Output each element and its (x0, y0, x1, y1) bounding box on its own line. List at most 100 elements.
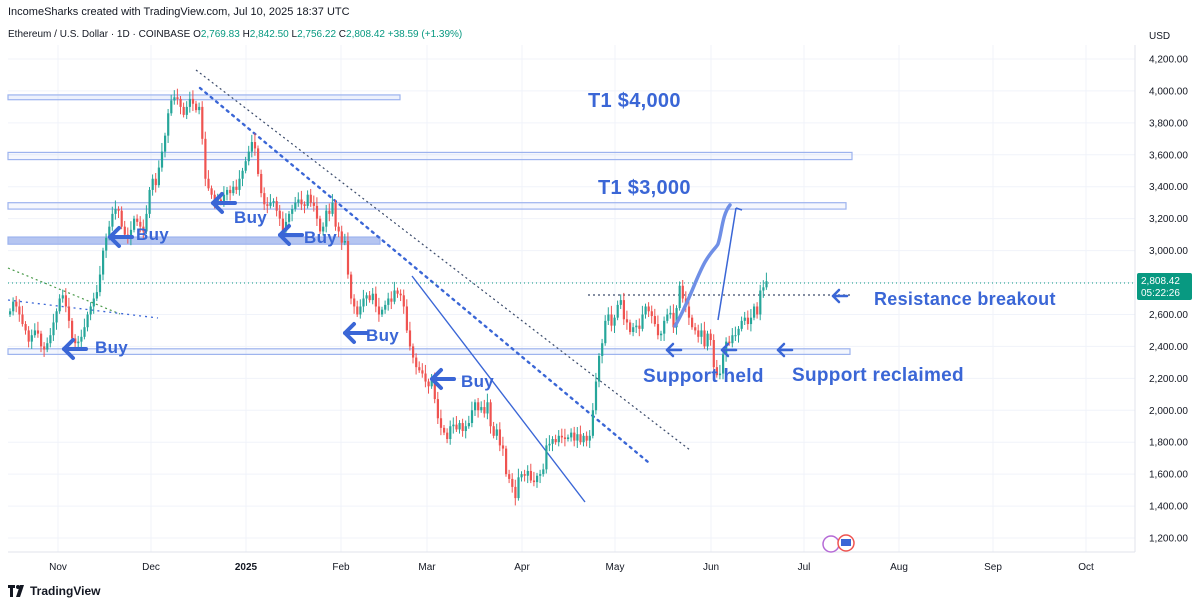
candle[interactable] (297, 192, 300, 207)
candle[interactable] (505, 445, 508, 477)
candle[interactable] (353, 294, 356, 314)
candle[interactable] (604, 315, 607, 346)
buy-arrow-mar[interactable] (430, 368, 456, 390)
candle[interactable] (157, 160, 160, 188)
candle[interactable] (712, 334, 715, 375)
candle[interactable] (244, 156, 247, 174)
candle[interactable] (508, 469, 511, 484)
candle[interactable] (722, 351, 725, 380)
candle[interactable] (498, 422, 501, 452)
candle[interactable] (40, 330, 43, 353)
candle[interactable] (49, 328, 52, 348)
candle[interactable] (46, 337, 49, 353)
candle[interactable] (343, 233, 346, 246)
candle[interactable] (154, 173, 157, 193)
candle[interactable] (30, 329, 33, 349)
candle[interactable] (12, 297, 15, 316)
candle[interactable] (452, 417, 455, 434)
candle[interactable] (170, 94, 173, 116)
candle[interactable] (173, 90, 176, 105)
candle[interactable] (133, 215, 136, 233)
candle[interactable] (443, 424, 446, 436)
candle[interactable] (638, 318, 641, 337)
candle[interactable] (145, 205, 148, 234)
candle[interactable] (191, 90, 195, 112)
candle[interactable] (210, 185, 213, 199)
candle[interactable] (703, 321, 706, 349)
candle[interactable] (204, 131, 207, 187)
candle[interactable] (238, 170, 241, 196)
candle[interactable] (272, 198, 275, 207)
candle[interactable] (269, 194, 272, 209)
candle[interactable] (390, 291, 393, 310)
support-arrow-1[interactable] (665, 342, 683, 358)
candle[interactable] (356, 300, 359, 318)
candle[interactable] (359, 299, 362, 319)
candle[interactable] (427, 378, 430, 394)
candle[interactable] (567, 434, 570, 442)
candle[interactable] (368, 290, 371, 303)
candle[interactable] (514, 479, 517, 506)
candle[interactable] (89, 302, 92, 321)
candle[interactable] (694, 322, 697, 335)
candle[interactable] (545, 438, 548, 474)
candle[interactable] (470, 401, 474, 428)
event-icon-crypto[interactable] (822, 535, 840, 553)
candle[interactable] (536, 472, 539, 488)
candle[interactable] (449, 420, 452, 445)
candle[interactable] (247, 145, 250, 166)
candle[interactable] (334, 199, 337, 231)
candle[interactable] (278, 204, 281, 227)
trendline-inner[interactable] (198, 86, 650, 464)
candle[interactable] (529, 463, 532, 484)
candle[interactable] (139, 216, 142, 233)
candle[interactable] (585, 431, 588, 447)
candle[interactable] (21, 305, 24, 327)
candle[interactable] (64, 288, 67, 313)
candle[interactable] (74, 334, 77, 348)
zone-4000[interactable] (7, 94, 401, 101)
candle[interactable] (697, 324, 700, 343)
candle[interactable] (77, 335, 80, 349)
candle[interactable] (464, 420, 467, 439)
candle[interactable] (83, 318, 86, 340)
candle[interactable] (33, 323, 36, 338)
buy-arrow-jan[interactable] (278, 224, 304, 246)
candle[interactable] (27, 326, 30, 348)
candle[interactable] (591, 403, 594, 439)
candle[interactable] (365, 292, 368, 306)
candle[interactable] (619, 294, 622, 310)
candle[interactable] (691, 314, 694, 330)
candle[interactable] (480, 401, 483, 413)
candle[interactable] (114, 200, 117, 220)
candle[interactable] (136, 214, 139, 227)
candle[interactable] (387, 292, 390, 311)
candle[interactable] (576, 427, 579, 448)
candle[interactable] (148, 187, 151, 219)
candle[interactable] (275, 196, 278, 217)
candle[interactable] (226, 187, 229, 201)
candle[interactable] (700, 323, 703, 345)
candle[interactable] (266, 197, 269, 214)
candle[interactable] (235, 179, 238, 195)
candle[interactable] (43, 342, 46, 357)
candle[interactable] (594, 372, 598, 415)
symbol-name[interactable]: Ethereum / U.S. Dollar · 1D · COINBASE (8, 29, 191, 40)
candle[interactable] (647, 302, 650, 318)
candle[interactable] (384, 300, 387, 314)
candle[interactable] (762, 280, 765, 298)
candle[interactable] (182, 102, 185, 118)
candle[interactable] (362, 289, 365, 313)
candle[interactable] (424, 364, 427, 388)
candle[interactable] (477, 397, 480, 418)
candle[interactable] (381, 306, 384, 318)
projection-arrow-tip[interactable] (735, 207, 743, 211)
trendline-outer[interactable] (195, 69, 691, 451)
candle[interactable] (616, 300, 619, 321)
candle[interactable] (709, 329, 712, 346)
buy-arrow-dec[interactable] (211, 192, 237, 214)
candle[interactable] (622, 292, 625, 326)
candle[interactable] (55, 308, 58, 330)
candle[interactable] (548, 435, 551, 452)
zone-2370[interactable] (7, 348, 851, 355)
